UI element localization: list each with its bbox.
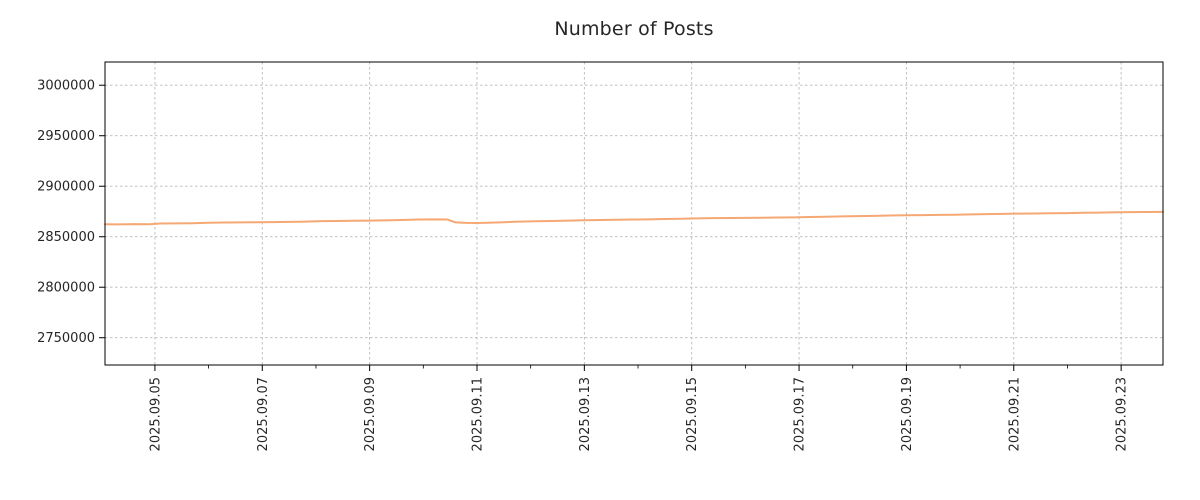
x-tick-label: 2025.09.21: [1007, 377, 1022, 451]
x-tick-label: 2025.09.05: [148, 377, 163, 451]
x-tick-label: 2025.09.09: [363, 377, 378, 451]
plot-border: [104, 61, 1164, 366]
y-tick-label: 2800000: [37, 281, 95, 296]
x-tick-label: 2025.09.07: [256, 377, 271, 451]
x-tick-label: 2025.09.17: [793, 377, 808, 451]
x-tick-label: 2025.09.23: [1115, 377, 1130, 451]
y-tick-label: 2750000: [37, 331, 95, 346]
x-tick-label: 2025.09.19: [900, 377, 915, 451]
y-tick-label: 2850000: [37, 230, 95, 245]
y-tick-label: 2950000: [37, 129, 95, 144]
y-tick-label: 3000000: [37, 79, 95, 94]
x-tick-label: 2025.09.15: [685, 377, 700, 451]
chart-title: Number of Posts: [554, 18, 714, 40]
y-tick-label: 2900000: [37, 180, 95, 195]
x-tick-label: 2025.09.11: [470, 377, 485, 451]
series-line-number-of-posts: [104, 210, 1164, 226]
x-tick-label: 2025.09.13: [578, 377, 593, 451]
